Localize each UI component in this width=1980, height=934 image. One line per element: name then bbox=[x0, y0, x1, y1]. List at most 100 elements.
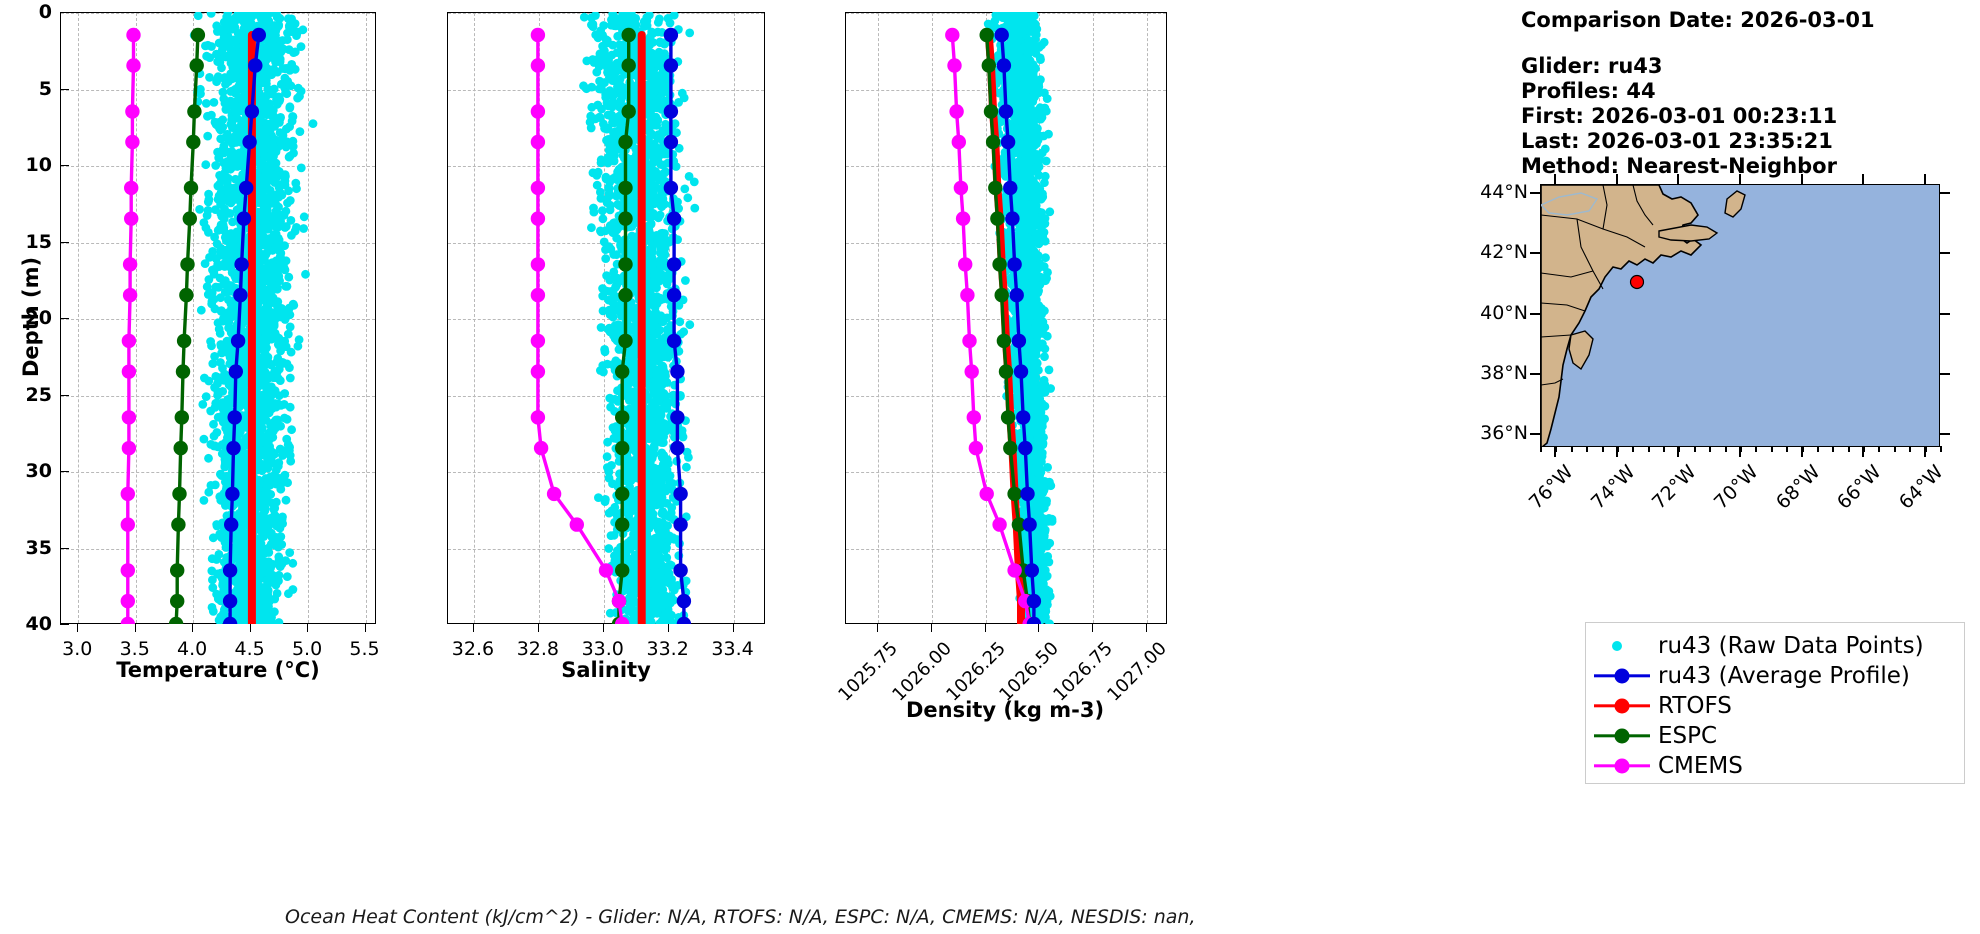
gridline-vertical bbox=[78, 13, 80, 623]
legend-item: ru43 (Raw Data Points) bbox=[1586, 631, 1964, 661]
gridline-vertical bbox=[193, 13, 195, 623]
axis-tick-y bbox=[60, 241, 69, 243]
legend-item: RTOFS bbox=[1586, 691, 1964, 721]
axis-label-y: 30 bbox=[25, 460, 52, 482]
gridline-horizontal bbox=[448, 13, 764, 14]
axis-tick-x bbox=[667, 624, 669, 632]
axis-label-y: 20 bbox=[25, 307, 52, 329]
gridline-vertical bbox=[1092, 13, 1094, 623]
legend-symbol bbox=[1586, 751, 1658, 781]
map-minor-tick bbox=[1770, 446, 1773, 452]
axis-tick-y bbox=[60, 471, 69, 472]
series-ru43-average-profile- bbox=[222, 27, 266, 624]
last-profile-time: Last: 2026-03-01 23:35:21 bbox=[1521, 129, 1833, 153]
gridline-vertical bbox=[365, 13, 367, 623]
map-label-lat: 38°N bbox=[1480, 361, 1528, 384]
legend: ru43 (Raw Data Points) ru43 (Average Prof… bbox=[1585, 622, 1965, 784]
map-minor-tick bbox=[1663, 446, 1666, 452]
legend-marker bbox=[1614, 668, 1630, 684]
axis-label-x: 33.2 bbox=[646, 638, 689, 660]
axis-tick-y bbox=[60, 165, 69, 166]
gridline-horizontal bbox=[61, 89, 375, 91]
gridline-vertical bbox=[308, 13, 310, 623]
axis-label-y: 15 bbox=[25, 230, 52, 253]
map-minor-tick bbox=[1801, 446, 1804, 452]
axis-tick-x bbox=[77, 624, 79, 632]
axis-tick-y bbox=[60, 318, 69, 319]
gridline-vertical bbox=[473, 13, 475, 623]
axis-tick-x bbox=[364, 624, 366, 632]
legend-label: ESPC bbox=[1658, 723, 1718, 749]
series-espc bbox=[611, 27, 636, 624]
gridline-vertical bbox=[931, 13, 933, 623]
axis-tick-x bbox=[602, 624, 604, 632]
axis-label-x: 4.0 bbox=[177, 638, 208, 660]
series-cmems bbox=[530, 27, 630, 624]
land-fill bbox=[1541, 185, 1703, 446]
series-espc bbox=[168, 27, 206, 624]
legend-item: ESPC bbox=[1586, 721, 1964, 751]
axis-label-x: 33.0 bbox=[581, 638, 624, 660]
map-label-lat: 40°N bbox=[1480, 301, 1528, 324]
map-minor-tick bbox=[1555, 446, 1558, 452]
map-tick-lon-top bbox=[1554, 174, 1556, 185]
comparison-date: Comparison Date: 2026-03-01 bbox=[1521, 8, 1875, 32]
map-tick-lat bbox=[1530, 433, 1541, 435]
axis-tick-y bbox=[60, 394, 69, 396]
legend-label: ru43 (Raw Data Points) bbox=[1658, 633, 1924, 659]
map-tick-lat bbox=[1530, 312, 1541, 315]
legend-item: ru43 (Average Profile) bbox=[1586, 661, 1964, 691]
axis-tick-x bbox=[984, 624, 986, 632]
axis-tick-x bbox=[307, 624, 309, 632]
map-tick-lat bbox=[1530, 372, 1541, 375]
axis-label-x: 4.5 bbox=[234, 638, 265, 660]
legend-symbol bbox=[1586, 631, 1658, 661]
axis-label-x: 32.8 bbox=[516, 638, 559, 660]
map-minor-tick bbox=[1940, 446, 1942, 452]
gridline-vertical bbox=[878, 13, 880, 623]
series-cmems bbox=[120, 27, 141, 624]
map-minor-tick bbox=[1786, 446, 1789, 452]
gridline-vertical bbox=[733, 13, 735, 623]
map-tick-lon bbox=[1677, 446, 1680, 457]
legend-symbol bbox=[1586, 721, 1658, 751]
gridline-horizontal bbox=[61, 13, 375, 14]
axis-label-x: 3.0 bbox=[62, 638, 93, 660]
legend-symbol bbox=[1586, 691, 1658, 721]
salinity-axis-title: Salinity bbox=[561, 658, 651, 682]
axis-label-x: 33.4 bbox=[711, 638, 754, 660]
profiles-count: Profiles: 44 bbox=[1521, 79, 1656, 103]
axis-tick-x bbox=[537, 624, 539, 632]
map-minor-tick bbox=[1755, 446, 1758, 452]
series-cmems bbox=[945, 27, 1037, 624]
map-tick-lat bbox=[1530, 192, 1541, 194]
legend-symbol bbox=[1586, 661, 1658, 691]
legend-marker-small bbox=[1612, 641, 1622, 651]
map-minor-tick bbox=[1601, 446, 1604, 452]
axis-tick-y bbox=[60, 12, 69, 13]
gridline-vertical bbox=[985, 13, 987, 623]
axis-tick-x bbox=[1091, 624, 1093, 632]
map-tick-lat bbox=[1530, 252, 1541, 255]
axis-tick-x bbox=[134, 624, 136, 632]
glider-name: Glider: ru43 bbox=[1521, 54, 1663, 78]
axis-tick-x bbox=[472, 624, 474, 632]
legend-item: CMEMS bbox=[1586, 751, 1964, 781]
map-minor-tick bbox=[1832, 446, 1835, 452]
legend-marker bbox=[1614, 728, 1630, 744]
axis-label-x: 32.6 bbox=[451, 638, 495, 660]
map-minor-tick bbox=[1586, 446, 1589, 452]
map-minor-tick bbox=[1678, 446, 1681, 452]
legend-marker bbox=[1614, 758, 1630, 774]
map-tick-lon-top bbox=[1800, 174, 1803, 185]
map-minor-tick bbox=[1647, 446, 1650, 452]
map-tick-lon-top bbox=[1862, 174, 1865, 185]
map-minor-tick bbox=[1632, 446, 1635, 452]
map-minor-tick bbox=[1878, 446, 1881, 452]
gridline-vertical bbox=[1146, 13, 1148, 623]
axis-label-y: 5 bbox=[38, 77, 52, 100]
map-coastline-svg bbox=[1541, 185, 1939, 446]
legend-label: CMEMS bbox=[1658, 753, 1743, 779]
